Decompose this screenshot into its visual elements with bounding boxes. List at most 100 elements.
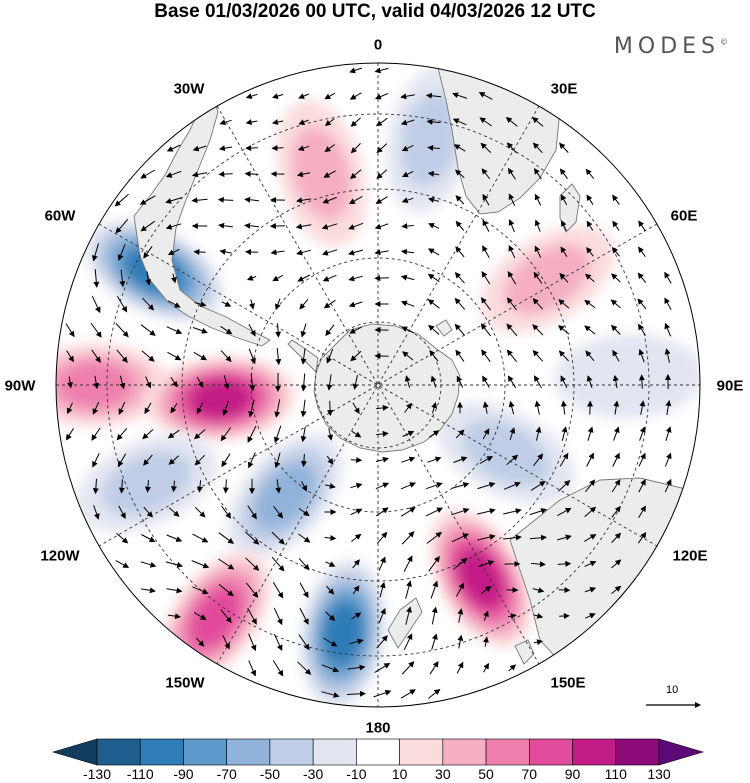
wind-vector bbox=[455, 349, 465, 362]
colorbar-label: -90 bbox=[173, 766, 194, 782]
wind-vector bbox=[637, 323, 646, 336]
wind-vector bbox=[558, 587, 571, 594]
wind-vector bbox=[220, 427, 232, 442]
wind-vector bbox=[534, 219, 541, 232]
wind-vector bbox=[531, 561, 546, 568]
wind-vector bbox=[457, 634, 464, 649]
vector-layer bbox=[65, 67, 672, 699]
wind-vector bbox=[503, 481, 521, 490]
wind-vector bbox=[117, 453, 127, 468]
wind-vector bbox=[321, 223, 338, 230]
wind-vector bbox=[218, 171, 233, 178]
wind-vector bbox=[196, 480, 203, 493]
anomaly-pos-south-atlantic bbox=[276, 100, 367, 247]
wind-vector bbox=[429, 350, 439, 362]
wind-vector bbox=[119, 269, 126, 288]
wind-vector bbox=[245, 557, 260, 571]
wind-vector bbox=[455, 195, 465, 205]
colorbar-label: -10 bbox=[346, 766, 367, 782]
wind-vector bbox=[245, 531, 260, 545]
lon-label-30e: 30E bbox=[550, 80, 578, 98]
wind-vector bbox=[533, 375, 542, 389]
colorbar-swatch bbox=[51, 738, 98, 766]
wind-vector bbox=[477, 481, 496, 490]
lon-label-150e: 150E bbox=[550, 674, 586, 692]
wind-vector bbox=[297, 274, 311, 282]
wind-vector bbox=[118, 479, 125, 494]
wind-vector bbox=[612, 374, 619, 389]
wind-vector bbox=[374, 67, 389, 74]
colorbar bbox=[51, 738, 705, 766]
wind-vector bbox=[219, 248, 232, 255]
wind-vector bbox=[529, 508, 548, 516]
wind-vector bbox=[220, 350, 232, 363]
wind-vector bbox=[560, 375, 568, 389]
wind-vector bbox=[347, 664, 366, 671]
wind-vector bbox=[119, 375, 126, 390]
wind-vector bbox=[351, 430, 362, 438]
wind-vector bbox=[323, 170, 336, 178]
wind-vector bbox=[483, 610, 489, 621]
wind-vector bbox=[506, 349, 517, 363]
wind-vector bbox=[427, 144, 440, 151]
wind-vector bbox=[481, 585, 492, 594]
wind-vector bbox=[248, 348, 256, 365]
wind-vector bbox=[193, 429, 206, 440]
wind-vector bbox=[478, 92, 493, 100]
wind-vector bbox=[559, 142, 569, 153]
wind-vector bbox=[508, 219, 515, 233]
wind-vector bbox=[451, 507, 470, 516]
meridian-30w-150e bbox=[216, 105, 540, 665]
wind-vector bbox=[300, 348, 307, 365]
wind-vector bbox=[664, 348, 671, 363]
wind-vector bbox=[167, 300, 181, 308]
wind-vector bbox=[612, 194, 620, 205]
wind-vector bbox=[584, 613, 596, 619]
wind-vector bbox=[223, 375, 230, 390]
wind-vector bbox=[611, 585, 622, 594]
wind-vector bbox=[559, 452, 569, 467]
wind-vector bbox=[451, 482, 470, 489]
wind-vector bbox=[350, 350, 362, 362]
wind-vector bbox=[144, 480, 151, 493]
anomaly-pos-bellingshausen bbox=[146, 356, 296, 442]
wind-vector bbox=[373, 689, 392, 698]
wind-vector bbox=[665, 400, 672, 416]
wind-vector bbox=[244, 222, 259, 229]
wind-vector bbox=[222, 400, 229, 416]
wind-vector bbox=[115, 323, 129, 338]
wind-vector bbox=[166, 534, 183, 542]
wind-vector bbox=[300, 426, 307, 443]
wind-vector bbox=[165, 197, 182, 204]
colorbar-swatch bbox=[183, 738, 227, 766]
wind-vector bbox=[482, 219, 490, 232]
graticule bbox=[56, 63, 700, 707]
wind-vector bbox=[587, 426, 594, 441]
wind-vector bbox=[457, 608, 464, 623]
wind-vector bbox=[374, 352, 389, 359]
wind-vector bbox=[426, 531, 442, 544]
wind-vector bbox=[194, 454, 206, 466]
wind-vector bbox=[66, 402, 73, 415]
wind-vector bbox=[480, 142, 492, 153]
wind-vector bbox=[483, 636, 489, 647]
wind-vector bbox=[246, 274, 257, 281]
wind-vector bbox=[454, 323, 465, 336]
wind-vector bbox=[375, 196, 388, 204]
wind-vector bbox=[116, 532, 129, 544]
colorbar-swatch bbox=[399, 738, 444, 766]
wind-vector bbox=[481, 349, 491, 363]
wind-vector bbox=[326, 585, 335, 595]
wind-vector bbox=[506, 297, 517, 311]
wind-vector bbox=[352, 585, 360, 595]
wind-vector bbox=[248, 633, 257, 652]
wind-vector bbox=[638, 374, 645, 389]
wind-vector bbox=[451, 533, 470, 543]
colorbar-swatch bbox=[139, 738, 184, 766]
wind-vector bbox=[349, 638, 364, 645]
wind-vector bbox=[352, 559, 360, 569]
wind-vector bbox=[375, 482, 390, 490]
wind-vector bbox=[405, 580, 412, 599]
wind-vector bbox=[218, 145, 233, 152]
wind-vector bbox=[272, 582, 284, 599]
